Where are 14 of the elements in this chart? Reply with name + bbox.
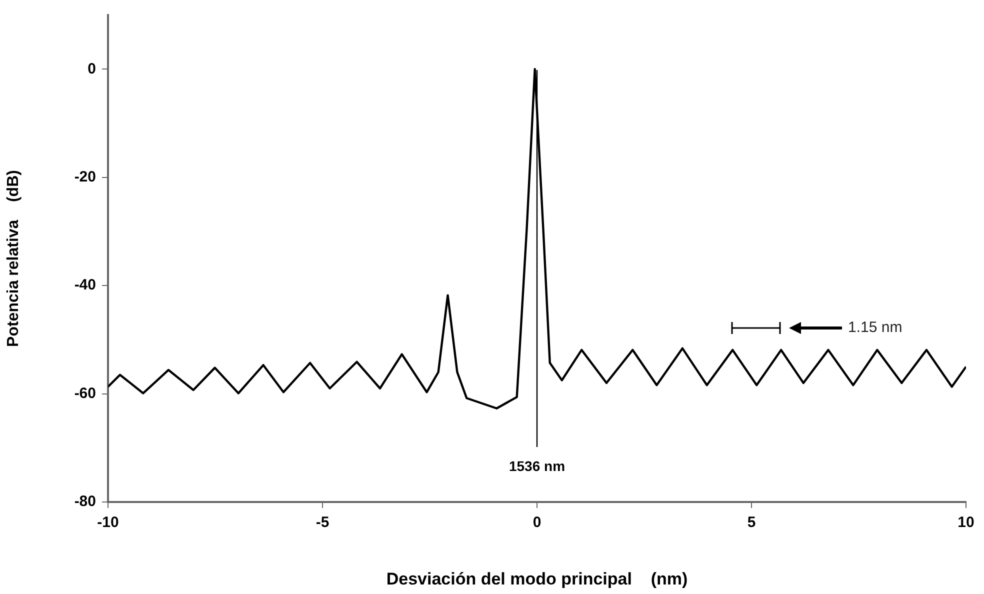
x-tick-label: -5 [316, 514, 330, 532]
x-tick-label: 5 [747, 514, 756, 532]
y-tick-label: -60 [74, 384, 96, 402]
x-tick-label: 10 [958, 514, 974, 532]
x-tick-label: 0 [532, 514, 542, 532]
x-tick-label: -10 [97, 514, 119, 532]
y-tick-label: -20 [74, 168, 96, 186]
y-tick-label: -40 [74, 276, 96, 294]
annotation: 1.15 nm [848, 319, 902, 336]
y-tick-label: -80 [74, 493, 96, 510]
y-axis-title: Potencia relativa (dB) [5, 170, 22, 347]
y-tick-label: 0 [88, 60, 96, 78]
x-axis-title: Desviación del modo principal (nm) [386, 569, 688, 588]
ref-line-label: 1536 nm [508, 458, 566, 474]
